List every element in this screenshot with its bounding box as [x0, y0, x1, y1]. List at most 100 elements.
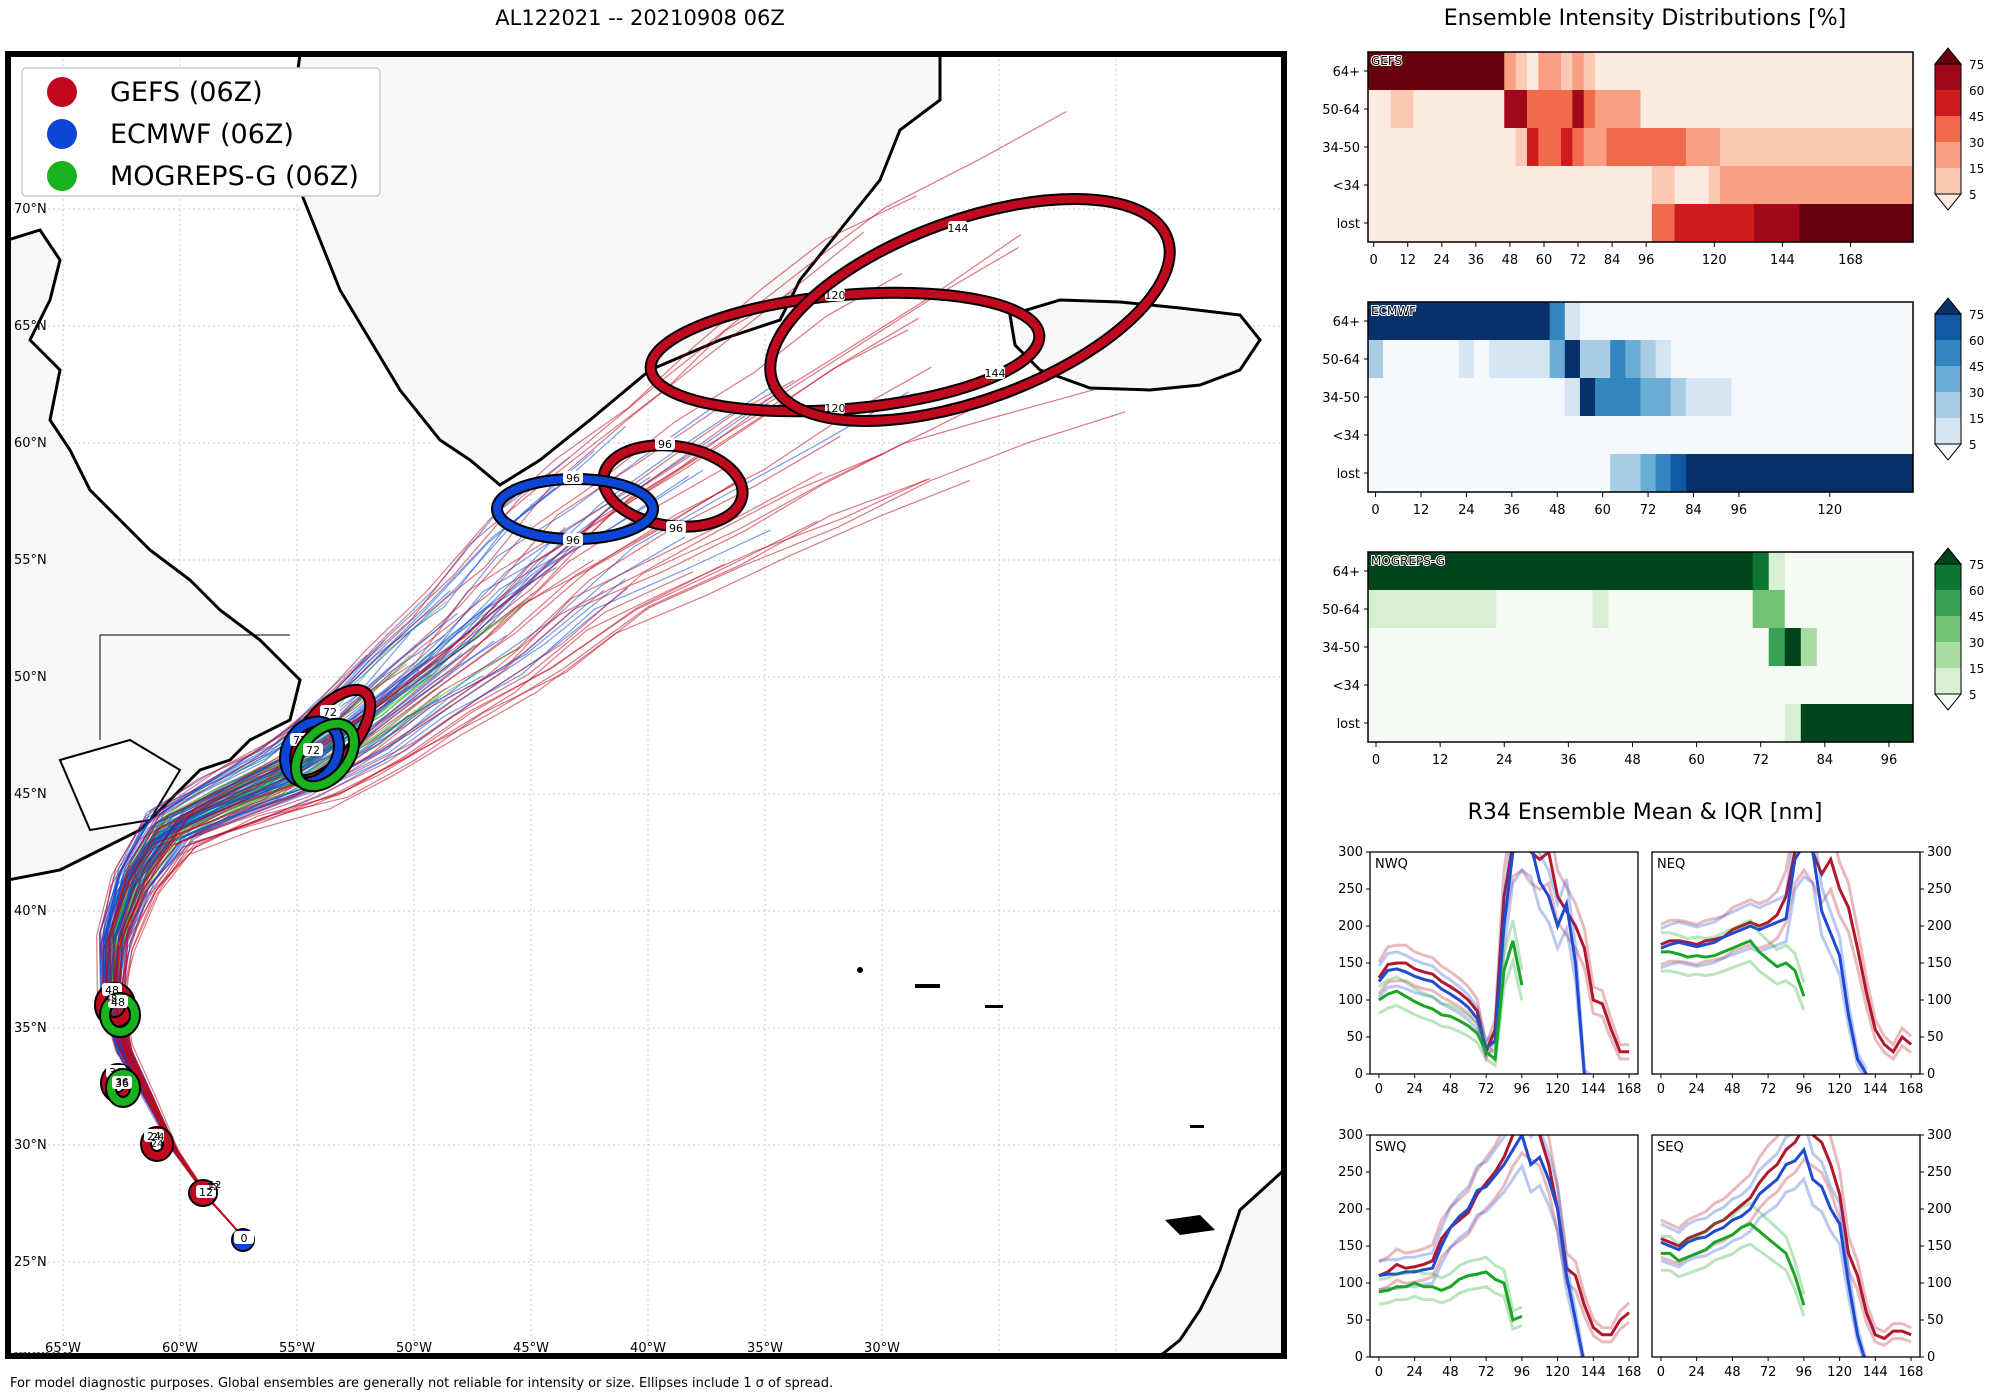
colorbar-tick-label: 60: [1969, 584, 1984, 598]
heatmap-cell: [1458, 378, 1475, 417]
heatmap-cell: [1549, 204, 1562, 243]
r34-ytick-label: 150: [1927, 956, 1952, 971]
heatmap-cell: [1880, 590, 1898, 629]
heatmap-cell: [1896, 590, 1914, 629]
heatmap-cell: [1640, 590, 1658, 629]
heatmap-cell: [1576, 590, 1594, 629]
heatmap-cell: [1443, 302, 1460, 341]
heatmap-cell: [1470, 52, 1483, 91]
heatmap-cell: [1583, 90, 1596, 129]
heatmap-cell: [1640, 302, 1657, 341]
ellipse-label: 72: [306, 744, 320, 757]
heatmap-cell: [1867, 416, 1884, 455]
r34-mean-line: [1660, 1146, 1866, 1357]
colorbar-tick-label: 15: [1969, 662, 1984, 676]
heatmap-cell: [1882, 416, 1899, 455]
heatmap-cell: [1704, 628, 1722, 667]
heatmap-cell: [1864, 628, 1882, 667]
heatmap-cell: [1701, 454, 1717, 493]
colorbar-tick-label: 75: [1969, 308, 1984, 322]
heatmap-cell: [1448, 628, 1465, 667]
heatmap-cell: [1608, 704, 1626, 743]
heatmap-cell: [1656, 628, 1674, 667]
r34-xtick-label: 48: [1724, 1082, 1741, 1097]
heatmap-cell: [1428, 454, 1445, 493]
heatmap-cell: [1416, 590, 1433, 629]
heatmap-cell: [1685, 454, 1702, 493]
heatmap-cell: [1867, 204, 1880, 243]
heatmap-cell: [1606, 204, 1619, 243]
heatmap-cell: [1882, 340, 1899, 379]
heatmap-cell: [1822, 52, 1835, 91]
heatmap-cell: [1629, 128, 1642, 167]
heatmap-cell: [1799, 204, 1812, 243]
heatmap-cell: [1560, 552, 1577, 591]
heatmap-row-label: 34-50: [1322, 391, 1360, 406]
lat-label: 35°N: [14, 1021, 47, 1036]
heatmap-cell: [1807, 378, 1823, 417]
lon-label: 60°W: [162, 1341, 198, 1356]
heatmap-cell: [1519, 454, 1536, 493]
colorbar-tick-label: 45: [1969, 610, 1984, 624]
heatmap-cell: [1368, 90, 1380, 129]
legend-label: GEFS (06Z): [110, 77, 263, 108]
heatmap-cell: [1844, 166, 1857, 205]
heatmap-cell: [1583, 128, 1596, 167]
heatmap-cell: [1379, 166, 1392, 205]
colorbar-bottom-arrow: [1933, 693, 1963, 711]
heatmap-cell: [1528, 704, 1545, 743]
r34-quadrant-label: NWQ: [1375, 857, 1408, 872]
r34-xtick-label: 72: [1760, 1082, 1777, 1097]
r34-quadrant-label: SWQ: [1375, 1140, 1406, 1155]
heatmap-cell: [1856, 52, 1869, 91]
ellipse-label: 96: [566, 534, 580, 547]
map-legend: GEFS (06Z) ECMWF (06Z) MOGREPS-G (06Z): [21, 67, 381, 197]
heatmap-cell: [1608, 666, 1626, 705]
heatmap-cell: [1519, 302, 1536, 341]
heatmap-xtick-label: 72: [1570, 253, 1587, 268]
heatmap-cell: [1625, 416, 1642, 455]
ensemble-track: [114, 366, 932, 1241]
heatmap-cell: [1534, 340, 1551, 379]
colorbar-segment: [1935, 418, 1961, 444]
heatmap-cell: [1610, 416, 1626, 455]
heatmap-cell: [1398, 454, 1415, 493]
heatmap-cell: [1473, 340, 1490, 379]
heatmap-cell: [1867, 340, 1884, 379]
heatmap-cell: [1800, 704, 1818, 743]
r34-xtick-label: 144: [1581, 1365, 1606, 1380]
colorbar-segment: [1935, 392, 1961, 418]
heatmap-cell: [1837, 302, 1854, 341]
r34-ytick-label: 200: [1927, 919, 1952, 934]
heatmap-cell: [1655, 416, 1672, 455]
heatmap-row-label: <34: [1333, 179, 1360, 194]
heatmap-cell: [1583, 204, 1596, 243]
heatmap-cell: [1492, 52, 1505, 91]
heatmap-cell: [1528, 552, 1545, 591]
heatmap-cell: [1496, 628, 1513, 667]
heatmap-cell: [1564, 454, 1581, 493]
heatmap-xtick-label: 72: [1640, 503, 1657, 518]
heatmap-cell: [1761, 454, 1778, 493]
r34-ytick-label: 0: [1355, 1067, 1363, 1082]
heatmap-cell: [1674, 204, 1687, 243]
r34-xtick-label: 72: [1760, 1365, 1777, 1380]
heatmap-cell: [1448, 590, 1465, 629]
heatmap-cell: [1572, 166, 1585, 205]
ellipse-label: 144: [948, 222, 969, 235]
heatmap-cell: [1719, 204, 1732, 243]
heatmap-cell: [1655, 454, 1672, 493]
heatmap-cell: [1746, 378, 1763, 417]
heatmap-cell: [1390, 128, 1403, 167]
heatmap-cell: [1890, 128, 1903, 167]
ellipse-label-box: [985, 366, 1005, 379]
heatmap-cell: [1560, 590, 1577, 629]
ellipse-label: 24: [151, 1139, 164, 1150]
r34-mean-line: [1660, 852, 1913, 1055]
heatmap-cell: [1807, 302, 1823, 341]
colorbar-segment: [1935, 116, 1961, 142]
heatmap-cell: [1852, 378, 1869, 417]
spread-ellipse: [766, 195, 1174, 425]
heatmap-cell: [1704, 552, 1722, 591]
colorbar-segment: [1935, 564, 1961, 590]
